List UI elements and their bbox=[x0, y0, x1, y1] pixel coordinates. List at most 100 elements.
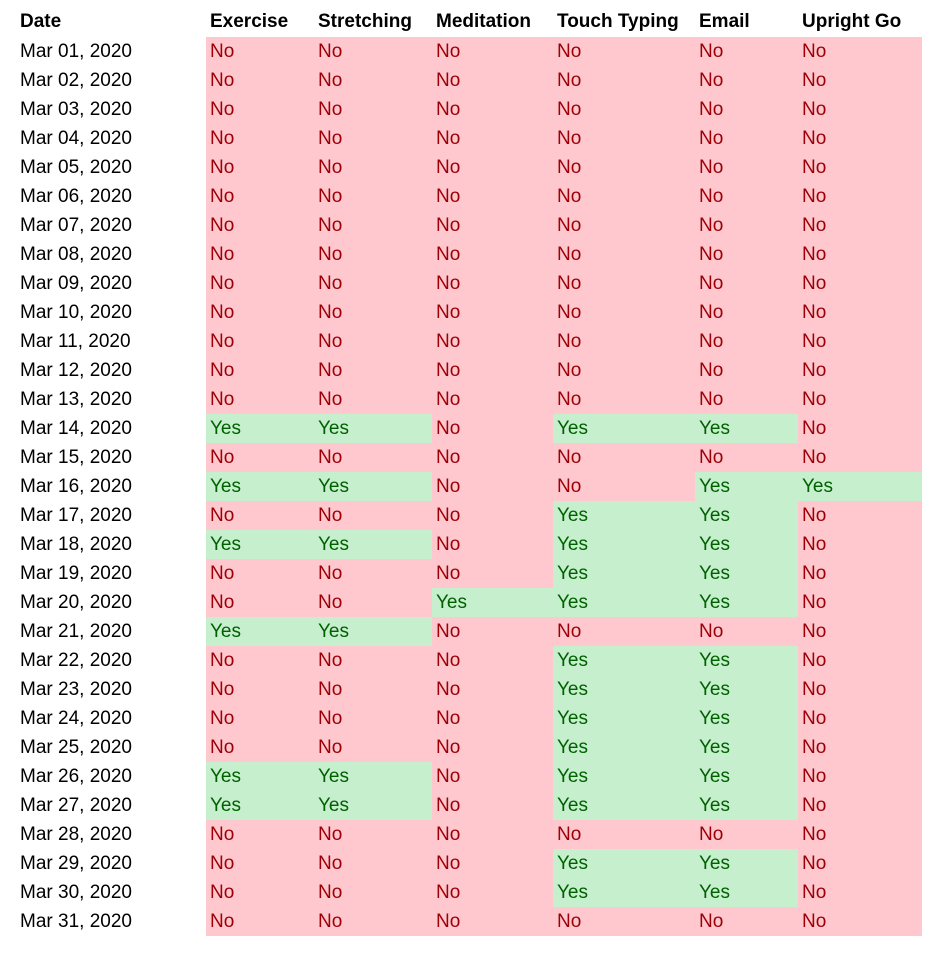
habit-cell[interactable]: No bbox=[798, 820, 922, 849]
habit-cell[interactable]: No bbox=[553, 820, 695, 849]
habit-cell[interactable]: No bbox=[432, 617, 553, 646]
habit-cell[interactable]: No bbox=[432, 820, 553, 849]
date-cell[interactable]: Mar 09, 2020 bbox=[20, 273, 132, 294]
habit-cell[interactable]: No bbox=[314, 878, 432, 907]
habit-cell[interactable]: No bbox=[798, 66, 922, 95]
habit-cell[interactable]: No bbox=[798, 414, 922, 443]
habit-cell[interactable]: No bbox=[798, 269, 922, 298]
date-cell[interactable]: Mar 28, 2020 bbox=[20, 824, 132, 845]
habit-cell[interactable]: No bbox=[798, 617, 922, 646]
habit-cell[interactable]: No bbox=[432, 211, 553, 240]
habit-cell[interactable]: No bbox=[798, 356, 922, 385]
habit-cell[interactable]: No bbox=[314, 240, 432, 269]
habit-cell[interactable]: No bbox=[798, 878, 922, 907]
habit-cell[interactable]: Yes bbox=[553, 588, 695, 617]
habit-cell[interactable]: No bbox=[798, 849, 922, 878]
habit-cell[interactable]: Yes bbox=[553, 646, 695, 675]
habit-cell[interactable]: No bbox=[695, 327, 798, 356]
habit-cell[interactable]: No bbox=[206, 849, 314, 878]
habit-cell[interactable]: No bbox=[798, 704, 922, 733]
habit-cell[interactable]: Yes bbox=[206, 414, 314, 443]
habit-cell[interactable]: No bbox=[432, 124, 553, 153]
habit-cell[interactable]: No bbox=[553, 907, 695, 936]
date-cell[interactable]: Mar 31, 2020 bbox=[20, 911, 132, 932]
habit-cell[interactable]: No bbox=[695, 124, 798, 153]
habit-cell[interactable]: No bbox=[314, 66, 432, 95]
date-cell[interactable]: Mar 11, 2020 bbox=[20, 331, 131, 352]
column-header[interactable]: Stretching bbox=[318, 11, 412, 32]
date-cell[interactable]: Mar 12, 2020 bbox=[20, 360, 132, 381]
habit-cell[interactable]: No bbox=[432, 95, 553, 124]
habit-cell[interactable]: No bbox=[695, 907, 798, 936]
habit-cell[interactable]: No bbox=[314, 559, 432, 588]
habit-cell[interactable]: Yes bbox=[553, 878, 695, 907]
habit-cell[interactable]: No bbox=[553, 298, 695, 327]
column-header[interactable]: Exercise bbox=[210, 11, 289, 32]
habit-cell[interactable]: No bbox=[206, 501, 314, 530]
habit-cell[interactable]: No bbox=[695, 66, 798, 95]
habit-cell[interactable]: No bbox=[695, 385, 798, 414]
habit-cell[interactable]: No bbox=[432, 385, 553, 414]
habit-cell[interactable]: No bbox=[314, 385, 432, 414]
habit-cell[interactable]: No bbox=[553, 124, 695, 153]
column-header[interactable]: Touch Typing bbox=[557, 11, 679, 32]
habit-cell[interactable]: No bbox=[206, 66, 314, 95]
habit-cell[interactable]: Yes bbox=[553, 530, 695, 559]
habit-cell[interactable]: No bbox=[432, 66, 553, 95]
habit-cell[interactable]: No bbox=[432, 733, 553, 762]
habit-cell[interactable]: Yes bbox=[695, 849, 798, 878]
habit-cell[interactable]: No bbox=[553, 153, 695, 182]
date-cell[interactable]: Mar 27, 2020 bbox=[20, 795, 132, 816]
habit-cell[interactable]: No bbox=[798, 646, 922, 675]
habit-cell[interactable]: No bbox=[206, 878, 314, 907]
habit-cell[interactable]: No bbox=[314, 646, 432, 675]
habit-cell[interactable]: No bbox=[314, 153, 432, 182]
habit-cell[interactable]: No bbox=[206, 269, 314, 298]
habit-cell[interactable]: No bbox=[206, 559, 314, 588]
habit-cell[interactable]: No bbox=[553, 95, 695, 124]
habit-cell[interactable]: No bbox=[314, 124, 432, 153]
habit-cell[interactable]: No bbox=[798, 240, 922, 269]
habit-cell[interactable]: No bbox=[314, 95, 432, 124]
habit-cell[interactable]: Yes bbox=[695, 791, 798, 820]
date-cell[interactable]: Mar 26, 2020 bbox=[20, 766, 132, 787]
habit-cell[interactable]: No bbox=[553, 269, 695, 298]
habit-cell[interactable]: No bbox=[314, 443, 432, 472]
habit-cell[interactable]: Yes bbox=[695, 733, 798, 762]
habit-cell[interactable]: Yes bbox=[432, 588, 553, 617]
habit-cell[interactable]: No bbox=[798, 733, 922, 762]
habit-cell[interactable]: Yes bbox=[553, 791, 695, 820]
habit-cell[interactable]: No bbox=[432, 501, 553, 530]
habit-cell[interactable]: No bbox=[432, 298, 553, 327]
habit-cell[interactable]: Yes bbox=[314, 762, 432, 791]
habit-cell[interactable]: No bbox=[432, 269, 553, 298]
habit-cell[interactable]: No bbox=[206, 704, 314, 733]
habit-cell[interactable]: No bbox=[206, 820, 314, 849]
habit-cell[interactable]: No bbox=[206, 385, 314, 414]
habit-cell[interactable]: Yes bbox=[553, 704, 695, 733]
habit-cell[interactable]: No bbox=[695, 269, 798, 298]
habit-cell[interactable]: Yes bbox=[314, 791, 432, 820]
habit-cell[interactable]: Yes bbox=[695, 646, 798, 675]
column-header[interactable]: Upright Go bbox=[802, 11, 902, 32]
habit-cell[interactable]: No bbox=[553, 443, 695, 472]
habit-cell[interactable]: No bbox=[206, 356, 314, 385]
habit-cell[interactable]: No bbox=[314, 211, 432, 240]
date-cell[interactable]: Mar 18, 2020 bbox=[20, 534, 132, 555]
habit-cell[interactable]: No bbox=[206, 327, 314, 356]
habit-cell[interactable]: No bbox=[432, 878, 553, 907]
habit-cell[interactable]: No bbox=[553, 37, 695, 66]
date-cell[interactable]: Mar 08, 2020 bbox=[20, 244, 132, 265]
habit-cell[interactable]: Yes bbox=[314, 414, 432, 443]
habit-cell[interactable]: No bbox=[695, 37, 798, 66]
habit-cell[interactable]: Yes bbox=[695, 878, 798, 907]
habit-cell[interactable]: No bbox=[314, 704, 432, 733]
date-cell[interactable]: Mar 17, 2020 bbox=[20, 505, 132, 526]
habit-cell[interactable]: No bbox=[432, 675, 553, 704]
habit-cell[interactable]: Yes bbox=[553, 559, 695, 588]
date-cell[interactable]: Mar 07, 2020 bbox=[20, 215, 132, 236]
habit-cell[interactable]: No bbox=[432, 153, 553, 182]
habit-cell[interactable]: Yes bbox=[553, 501, 695, 530]
habit-cell[interactable]: No bbox=[314, 820, 432, 849]
habit-cell[interactable]: Yes bbox=[695, 472, 798, 501]
